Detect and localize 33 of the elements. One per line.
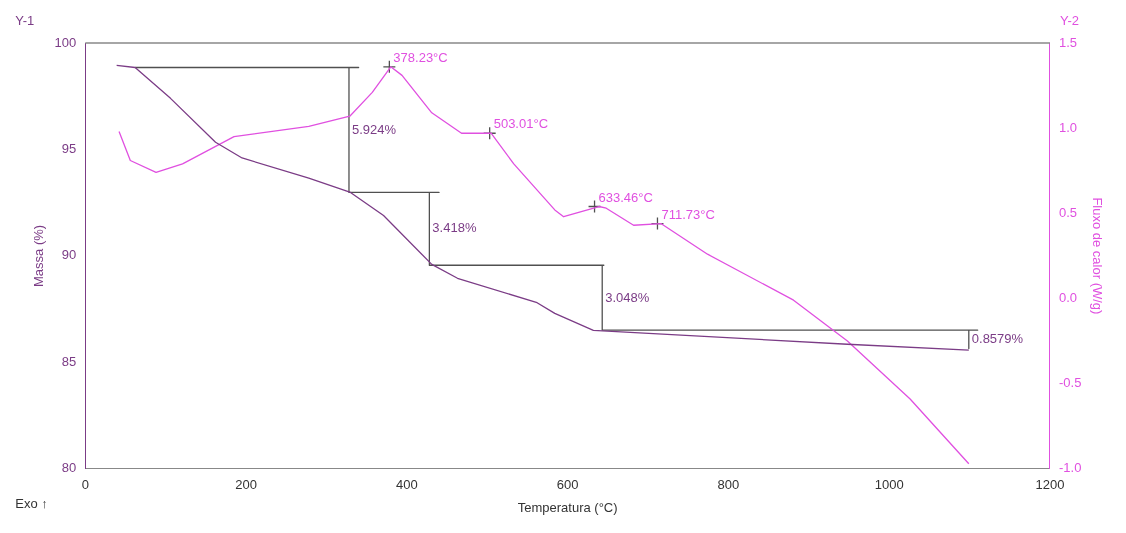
annotation: 633.46°C bbox=[598, 189, 653, 205]
y-tick-label: 90 bbox=[61, 247, 77, 263]
x-tick-label: 200 bbox=[235, 477, 257, 493]
y-tick-label: 85 bbox=[61, 353, 77, 369]
x-axis-title: Temperatura (°C) bbox=[517, 499, 618, 515]
annotation: 0.8579% bbox=[971, 330, 1024, 346]
y-axis-title: Massa (%) bbox=[31, 224, 47, 287]
x-tick-label: 1200 bbox=[1035, 477, 1065, 493]
y2-tick-label: 0.0 bbox=[1059, 290, 1078, 306]
y-tick-label: 80 bbox=[61, 460, 77, 476]
annotation: 378.23°C bbox=[393, 49, 448, 65]
text: Exo ↑ bbox=[15, 496, 48, 512]
text: Y-2 bbox=[1060, 12, 1080, 28]
y2-axis-title: Fluxo de calor (W/g) bbox=[1089, 197, 1105, 315]
x-tick-label: 0 bbox=[81, 477, 89, 493]
y-tick-label: 95 bbox=[61, 141, 77, 157]
y2-tick-label: -0.5 bbox=[1059, 375, 1082, 391]
text: Y-1 bbox=[15, 12, 35, 28]
y2-tick-label: 0.5 bbox=[1059, 204, 1078, 220]
x-tick-label: 1000 bbox=[874, 477, 904, 493]
y2-tick-label: -1.0 bbox=[1059, 460, 1082, 476]
y2-tick-label: 1.0 bbox=[1059, 119, 1078, 135]
y2-tick-label: 1.5 bbox=[1059, 34, 1078, 50]
y-tick-label: 100 bbox=[54, 34, 77, 50]
annotation: 3.418% bbox=[432, 219, 477, 235]
annotation: 711.73°C bbox=[661, 206, 715, 222]
annotation: 3.048% bbox=[605, 290, 650, 306]
x-tick-label: 600 bbox=[556, 477, 579, 493]
annotation: 503.01°C bbox=[493, 116, 549, 132]
point bbox=[382, 60, 397, 74]
annotation: 5.924% bbox=[351, 121, 397, 137]
x-tick-label: 400 bbox=[396, 477, 418, 493]
x-tick-label: 800 bbox=[717, 477, 740, 493]
